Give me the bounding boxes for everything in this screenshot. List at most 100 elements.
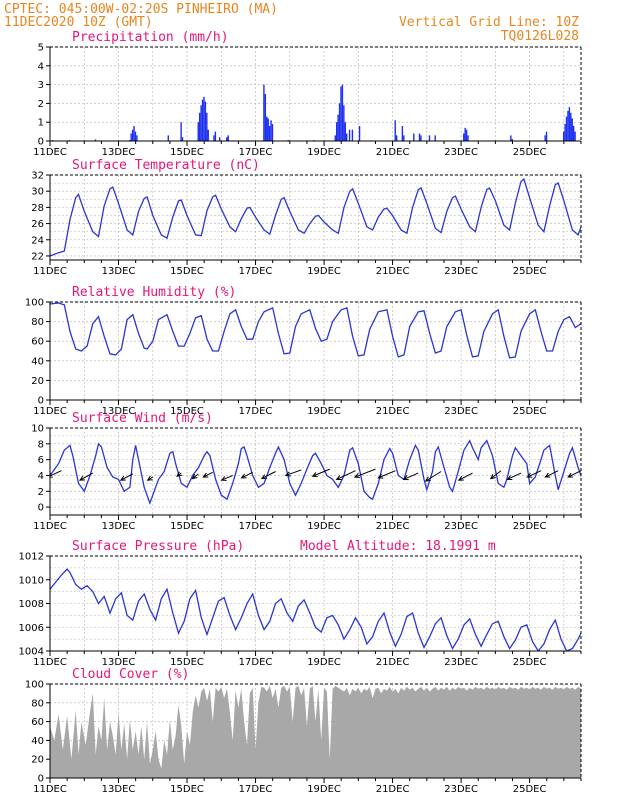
precip-bar (571, 118, 573, 141)
panels-group: 0 1 2 3 4 5 11DEC 13DEC 15DEC 17DEC 19DEC 21DEC 23DE… (19, 30, 582, 795)
precip-bar (131, 129, 134, 141)
precip-bar (341, 84, 344, 141)
wind-arrow-shaft (203, 471, 213, 478)
y-tick-label: 1012 (19, 552, 44, 563)
wind-arrow-shaft (221, 474, 233, 481)
wind-arrow (284, 469, 302, 477)
x-tick-label: 11DEC (33, 406, 67, 417)
precip-bar (403, 135, 405, 141)
header-model-code: TQ0126L028 (501, 29, 579, 44)
precip-bar (338, 103, 341, 141)
x-tick-label: 15DEC (170, 147, 204, 158)
precip-bar (167, 135, 169, 141)
precip-bar (572, 125, 575, 141)
x-tick-label: 17DEC (239, 266, 273, 277)
x-tick-label: 23DEC (444, 406, 478, 417)
precip-bar (267, 118, 269, 141)
precip-bar (134, 131, 137, 141)
y-tick-label: 32 (31, 171, 44, 182)
precip-bar (568, 107, 571, 141)
header-location: CPTEC: 045:00W-02:20S PINHEIRO (MA) (4, 2, 278, 17)
wind-arrow-shaft (354, 468, 376, 478)
precip-bar (214, 131, 217, 141)
precip-bar (337, 114, 339, 141)
x-tick-label: 25DEC (513, 784, 547, 795)
precip-bar (564, 124, 566, 141)
wind-arrow (457, 472, 473, 481)
y-tick-label: 5 (38, 43, 44, 54)
wind-arrow-shaft (507, 472, 522, 480)
precip-bar (465, 129, 468, 141)
wind-arrow-head (176, 471, 183, 477)
wind-arrow-head (78, 475, 85, 481)
precip-bar (136, 135, 138, 141)
x-tick-label: 15DEC (170, 784, 204, 795)
wind-arrow-head (335, 475, 342, 480)
wind-arrow-shaft (545, 470, 559, 478)
wind-arrow-shaft (192, 473, 199, 480)
y-tick-label: 28 (31, 203, 44, 214)
wind-arrow (119, 473, 134, 481)
x-tick-label: 21DEC (376, 521, 410, 532)
precip-bar (418, 133, 421, 141)
plot-area-temperature (50, 177, 581, 257)
x-tick-label: 21DEC (376, 657, 410, 668)
y-tick-label: 20 (31, 755, 44, 766)
precip-bar (198, 112, 201, 141)
wind-arrow (78, 472, 94, 481)
x-tick-label: 23DEC (444, 147, 478, 158)
precip-bar (463, 133, 465, 141)
x-tick-label: 13DEC (102, 266, 136, 277)
precip-bar (574, 131, 576, 141)
wind-arrow-shaft (458, 472, 473, 481)
panel-title-temperature: Surface Temperature (nC) (72, 158, 260, 173)
precip-bar (394, 120, 396, 141)
wind-arrow-head (191, 473, 198, 480)
plot-area-precipitation (51, 84, 576, 141)
panel-temperature: 22 24 26 28 30 32 11DEC 13DEC 15DEC 17DEC 19DEC 21D… (31, 158, 582, 277)
precip-bar (218, 137, 221, 141)
wind-arrow-head (402, 475, 409, 481)
wind-arrow-head (377, 473, 384, 479)
wind-arrow-head (260, 474, 267, 480)
precip-bar (545, 131, 548, 141)
wind-arrow-head (544, 472, 551, 478)
x-tick-label: 21DEC (376, 784, 410, 795)
plot-area-cloud_cover (50, 685, 581, 778)
x-tick-label: 23DEC (444, 784, 478, 795)
panel-title-humidity: Relative Humidity (%) (72, 285, 236, 300)
x-tick-label: 23DEC (444, 657, 478, 668)
y-tick-label: 100 (25, 680, 44, 691)
precip-bar (401, 125, 404, 141)
x-tick-label: 11DEC (33, 784, 67, 795)
cloud-cover-area (50, 685, 581, 778)
x-tick-label: 17DEC (239, 147, 273, 158)
wind-arrow (202, 471, 213, 478)
wind-arrow-head (240, 473, 247, 479)
wind-arrow-shaft (50, 470, 62, 477)
precip-bar (544, 135, 546, 141)
wind-arrow-head (526, 472, 533, 478)
wind-arrow-head (284, 471, 291, 477)
wind-arrow (424, 471, 442, 482)
precip-bar (263, 84, 265, 141)
x-tick-label: 11DEC (33, 266, 67, 277)
wind-arrow-head (146, 475, 153, 481)
wind-arrow (544, 470, 559, 478)
y-tick-label: 4 (38, 61, 44, 72)
wind-arrow-shaft (378, 470, 396, 479)
y-tick-label: 40 (31, 736, 44, 747)
precip-bar (264, 94, 267, 141)
precip-bar (227, 135, 229, 141)
wind-arrow-head (119, 475, 126, 481)
precip-bar (565, 116, 568, 141)
y-tick-label: 1010 (19, 575, 44, 586)
x-tick-label: 15DEC (170, 657, 204, 668)
x-tick-label: 23DEC (444, 521, 478, 532)
x-tick-label: 11DEC (33, 147, 67, 158)
x-tick-label: 19DEC (307, 521, 341, 532)
wind-arrow-head (457, 475, 464, 481)
precip-bar (344, 122, 346, 141)
wind-arrow (240, 471, 253, 479)
